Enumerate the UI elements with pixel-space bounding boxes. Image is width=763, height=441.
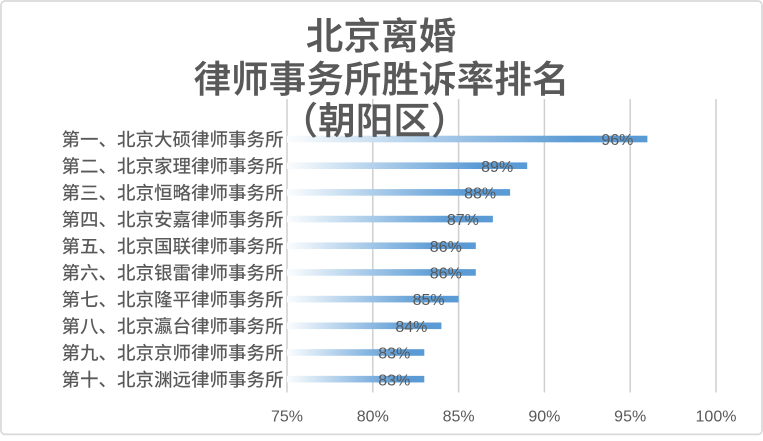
- svg-text:86%: 86%: [430, 266, 462, 283]
- svg-text:84%: 84%: [395, 319, 427, 336]
- svg-text:90%: 90%: [528, 408, 560, 425]
- svg-text:86%: 86%: [430, 239, 462, 256]
- svg-text:80%: 80%: [357, 408, 389, 425]
- svg-text:75%: 75%: [271, 408, 303, 425]
- svg-text:95%: 95%: [614, 408, 646, 425]
- svg-text:100%: 100%: [696, 408, 737, 425]
- svg-text:83%: 83%: [378, 372, 410, 389]
- svg-text:96%: 96%: [601, 132, 633, 149]
- svg-text:85%: 85%: [443, 408, 475, 425]
- svg-text:87%: 87%: [447, 212, 479, 229]
- svg-text:83%: 83%: [378, 346, 410, 363]
- svg-text:85%: 85%: [413, 292, 445, 309]
- svg-text:88%: 88%: [464, 186, 496, 203]
- svg-text:89%: 89%: [481, 159, 513, 176]
